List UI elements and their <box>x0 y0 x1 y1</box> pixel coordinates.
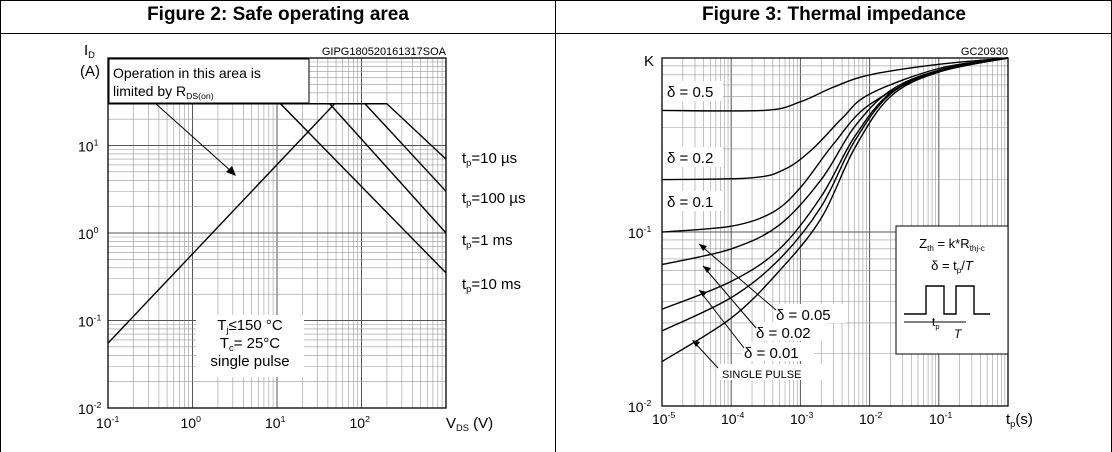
zth-label-bg-4 <box>754 322 826 341</box>
inset-formula-1: Zth = k*Rthj-c <box>919 236 985 253</box>
y-tick-label-1: 10-1 <box>78 313 101 330</box>
y-tick-label-0: 10-2 <box>628 398 651 415</box>
zth-arrowhead-4 <box>703 266 711 273</box>
soa-curve-1 <box>334 103 447 192</box>
y-axis-unit: (A) <box>80 63 100 80</box>
inset-formula-2: δ = tp/T <box>931 258 974 275</box>
zth-curve-label-2: δ = 0.1 <box>667 194 713 211</box>
x-tick-label-4: 10-1 <box>929 410 952 427</box>
condition-0: Tj≤150 °C <box>217 317 283 335</box>
y-axis-label: ID <box>84 42 95 60</box>
zth-arrow-6 <box>693 341 719 369</box>
zth-label-bg-3 <box>774 304 846 323</box>
zth-curve-label-5: δ = 0.01 <box>744 345 799 362</box>
zth-curve-6 <box>661 57 1009 363</box>
soa-curve-label-2: tp=1 ms <box>462 232 513 250</box>
x-tick-label-0: 10-1 <box>96 414 119 431</box>
annotation-mask <box>109 59 309 103</box>
y-tick-label-3: 101 <box>78 138 99 155</box>
soa-curve-3 <box>278 103 447 274</box>
x-tick-label-2: 10-3 <box>790 410 813 427</box>
conditions-box <box>196 315 304 377</box>
figure-3-title: Figure 3: Thermal impedance <box>702 4 966 25</box>
zth-label-bg-1 <box>663 147 723 167</box>
inset-T-label: T <box>954 327 963 341</box>
zth-curve-1 <box>661 57 1009 181</box>
figure-code: GC20930 <box>961 46 1008 58</box>
y-tick-label-2: 100 <box>78 225 99 242</box>
safe-operating-area-chart: Operation in this area is limited by RDS(… <box>78 42 525 433</box>
annotation-line-1: Operation in this area is <box>113 65 261 81</box>
zth-label-bg-5 <box>742 342 814 361</box>
soa-curve-label-1: tp=100 µs <box>462 190 525 208</box>
x-tick-label-3: 102 <box>350 414 371 431</box>
condition-2: single pulse <box>210 353 289 370</box>
zth-curve-label-6: SINGLE PULSE <box>722 369 801 381</box>
zth-curve-5 <box>661 57 1009 332</box>
soa-curve-label-3: tp=10 ms <box>462 276 521 294</box>
x-tick-label-1: 100 <box>181 414 202 431</box>
x-tick-label-2: 101 <box>265 414 286 431</box>
annotation-box <box>108 58 310 104</box>
figure-2-panel: Figure 2: Safe operating area Operation … <box>78 0 556 452</box>
zth-arrow-4 <box>702 265 757 329</box>
x-tick-label-3: 10-2 <box>859 410 882 427</box>
zth-arrowhead-6 <box>692 340 700 347</box>
inset-box <box>895 225 1009 355</box>
zth-label-bg-0 <box>663 81 723 101</box>
x-tick-label-1: 10-4 <box>721 410 744 427</box>
annotation-arrow-line <box>154 102 233 173</box>
zth-curve-label-3: δ = 0.05 <box>776 307 831 324</box>
zth-curve-0 <box>661 57 1009 112</box>
zth-arrow-5 <box>698 289 745 349</box>
zth-label-bg-6 <box>720 364 824 380</box>
zth-arrowhead-3 <box>699 244 707 251</box>
y-tick-label-1: 10-1 <box>628 224 651 241</box>
x-axis-label: VDS (V) <box>446 415 493 433</box>
annotation-arrowhead <box>226 166 236 176</box>
zth-arrowhead-5 <box>699 290 707 297</box>
title-divider <box>0 33 1112 34</box>
zth-curve-label-0: δ = 0.5 <box>667 84 713 101</box>
figure-3-panel: Figure 3: Thermal impedance δ = 0.5 δ = 0… <box>556 0 1112 452</box>
rds-on-limit-line <box>107 103 336 344</box>
figure-2-title: Figure 2: Safe operating area <box>147 4 409 25</box>
inset-pulse-train <box>904 285 990 315</box>
figure-code: GIPG180520161317SOA <box>322 46 447 58</box>
x-tick-label-0: 10-5 <box>652 410 675 427</box>
zth-label-bg-2 <box>663 191 723 211</box>
annotation-line-2: limited by RDS(on) <box>113 83 214 101</box>
y-tick-label-0: 10-2 <box>78 400 101 417</box>
x-axis-label: tp(s) <box>1006 411 1033 429</box>
condition-1: Tc= 25°C <box>220 335 280 353</box>
zth-curve-3 <box>661 57 1009 266</box>
soa-curve-label-0: tp=10 µs <box>462 150 517 168</box>
zth-curve-label-1: δ = 0.2 <box>667 150 713 167</box>
thermal-impedance-chart: δ = 0.5 δ = 0.2 δ = 0.1 δ = 0.05δ = 0.02 δ =… <box>628 46 1033 429</box>
zth-arrow-3 <box>698 243 777 311</box>
y-axis-label: K <box>644 53 654 70</box>
zth-curve-label-4: δ = 0.02 <box>756 325 811 342</box>
inset-tp-label: tp <box>932 315 939 331</box>
